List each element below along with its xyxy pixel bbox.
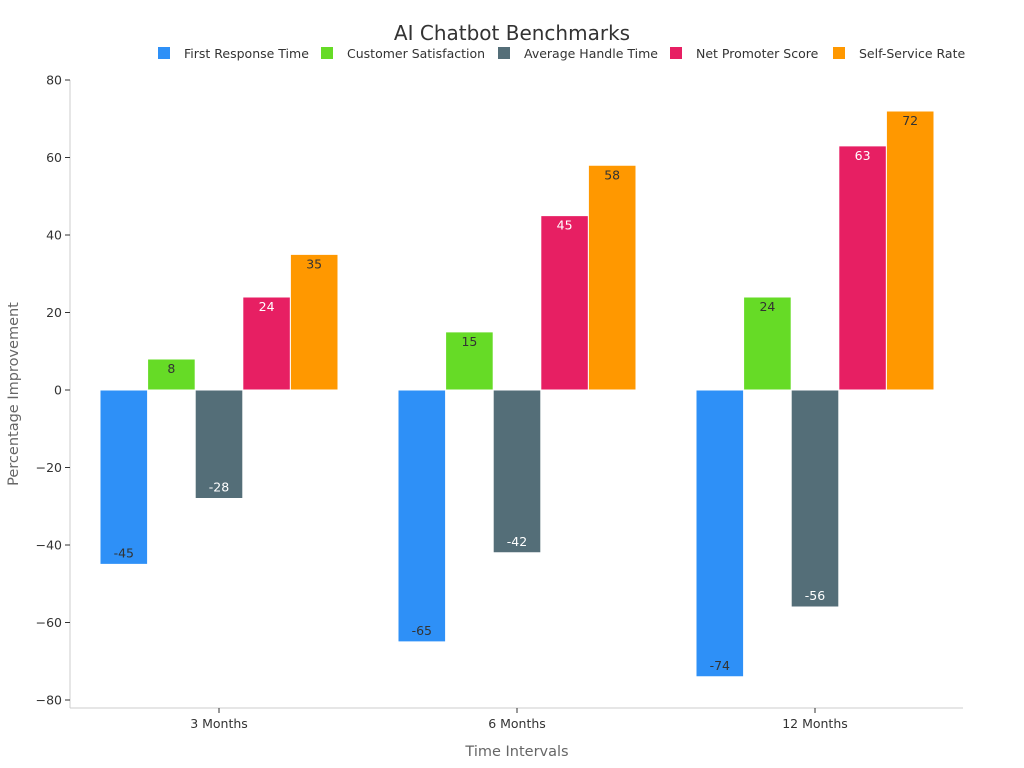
legend-label: Self-Service Rate (859, 46, 965, 61)
bar (743, 296, 792, 391)
y-tick-label: 60 (46, 150, 62, 165)
legend-item[interactable]: First Response Time (158, 46, 309, 61)
y-axis-title: Percentage Improvement (6, 302, 22, 486)
legend-item[interactable]: Average Handle Time (498, 46, 658, 61)
bar (242, 296, 291, 391)
bar (492, 389, 542, 554)
bar (790, 389, 840, 608)
bar (99, 389, 149, 565)
bar-value-label: 72 (902, 113, 918, 128)
bar (445, 331, 494, 391)
bar-value-label: -74 (710, 658, 730, 673)
y-tick-label: −20 (36, 460, 62, 475)
bar (587, 164, 637, 391)
bar-value-label: 24 (259, 299, 275, 314)
bar (695, 389, 745, 678)
bar (147, 358, 196, 391)
y-tick-label: −80 (36, 693, 62, 708)
bar-labels-group: -45 -65 -74 8 15 24 -28 -42 -56 24 45 63 35 58 72 (114, 113, 919, 673)
y-tick-label: −40 (36, 538, 62, 553)
legend-swatch (158, 47, 170, 59)
bar-value-label: -56 (805, 588, 825, 603)
legend-label: First Response Time (184, 46, 309, 61)
bar (194, 389, 244, 499)
bar-value-label: 35 (306, 256, 322, 271)
y-tick-label: 0 (54, 383, 62, 398)
bar-value-label: -42 (507, 534, 527, 549)
bar-value-label: 8 (167, 361, 175, 376)
bar (838, 145, 887, 391)
y-tick-label: 80 (46, 73, 62, 88)
bar (885, 110, 935, 391)
legend-swatch (833, 47, 845, 59)
y-tick-label: 40 (46, 228, 62, 243)
legend-swatch (498, 47, 510, 59)
bar-value-label: 58 (604, 167, 620, 182)
legend-item[interactable]: Customer Satisfaction (321, 46, 485, 61)
bar (540, 215, 589, 391)
legend: First Response Time Customer Satisfaction… (158, 46, 965, 61)
x-axis-title: Time Intervals (464, 744, 568, 760)
y-axis: 80 60 40 20 0 −20 −40 −60 −80 (36, 73, 71, 708)
legend-item[interactable]: Net Promoter Score (670, 46, 819, 61)
y-tick-label: −60 (36, 615, 62, 630)
legend-label: Average Handle Time (524, 46, 658, 61)
legend-item[interactable]: Self-Service Rate (833, 46, 965, 61)
x-tick-label: 6 Months (488, 716, 546, 731)
bar-value-label: 45 (557, 218, 573, 233)
x-axis: 3 Months 6 Months 12 Months (70, 707, 963, 731)
bar (289, 253, 339, 391)
bar-value-label: 24 (759, 299, 775, 314)
bar-value-label: -28 (209, 480, 229, 495)
bar-value-label: 15 (461, 334, 477, 349)
chart-title: AI Chatbot Benchmarks (394, 21, 630, 45)
x-tick-label: 3 Months (190, 716, 248, 731)
legend-label: Net Promoter Score (696, 46, 819, 61)
legend-label: Customer Satisfaction (347, 46, 485, 61)
y-tick-label: 20 (46, 305, 62, 320)
bar-value-label: -45 (114, 545, 134, 560)
bar-value-label: -65 (412, 623, 432, 638)
bars-group (99, 110, 935, 678)
bar-value-label: 63 (855, 148, 871, 163)
bar (397, 389, 447, 643)
legend-swatch (670, 47, 682, 59)
x-tick-label: 12 Months (782, 716, 848, 731)
legend-swatch (321, 47, 333, 59)
